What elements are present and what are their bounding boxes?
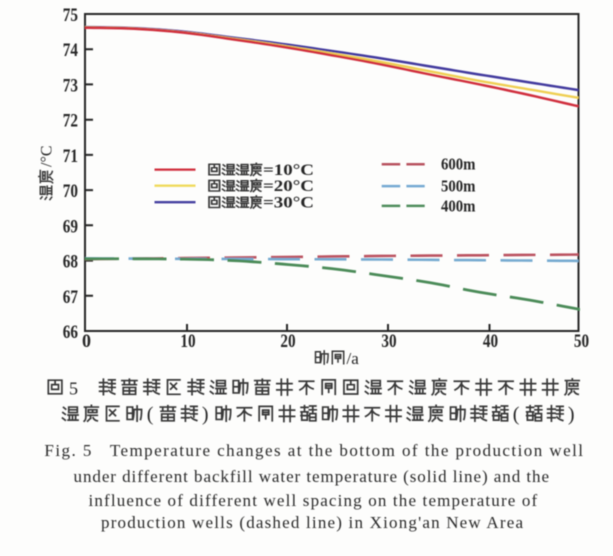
svg-text:73: 73 [63, 75, 78, 96]
svg-text:0: 0 [82, 331, 91, 352]
svg-text:70: 70 [63, 181, 78, 202]
svg-text:=20°C: =20°C [263, 178, 314, 195]
svg-text:(: ( [147, 404, 154, 426]
svg-text:66: 66 [63, 322, 78, 343]
svg-text:67: 67 [63, 287, 79, 308]
svg-text:(: ( [513, 404, 520, 426]
svg-text:/°C: /°C [39, 145, 56, 167]
svg-text:75: 75 [63, 5, 78, 26]
svg-text:72: 72 [63, 111, 78, 132]
svg-text:): ) [202, 404, 209, 426]
svg-text:Fig. 5 Temperature changes a: Fig. 5 Temperature changes at the bottom… [44, 441, 583, 460]
svg-text:influence of different well sp: influence of different well spacing on t… [89, 491, 538, 510]
svg-text:under different backfill water: under different backfill water temperatu… [74, 467, 550, 486]
svg-text:): ) [568, 404, 575, 426]
svg-text:400m: 400m [441, 196, 476, 215]
svg-text:20: 20 [280, 331, 295, 352]
svg-text:production wells (dashed line): production wells (dashed line) in Xiong'… [101, 513, 523, 532]
svg-text:5: 5 [69, 379, 78, 399]
svg-text:10: 10 [180, 331, 195, 352]
svg-text:=10°C: =10°C [263, 162, 314, 179]
svg-text:40: 40 [483, 331, 498, 352]
svg-text:71: 71 [63, 146, 78, 167]
svg-text:=30°C: =30°C [263, 194, 314, 211]
svg-text:600m: 600m [441, 155, 476, 174]
svg-text:68: 68 [63, 252, 78, 273]
svg-text:74: 74 [63, 40, 79, 61]
svg-text:69: 69 [63, 216, 78, 237]
svg-text:30: 30 [381, 331, 396, 352]
svg-text:500m: 500m [441, 177, 476, 196]
svg-text:50: 50 [574, 331, 589, 352]
svg-text:/a: /a [347, 349, 360, 368]
